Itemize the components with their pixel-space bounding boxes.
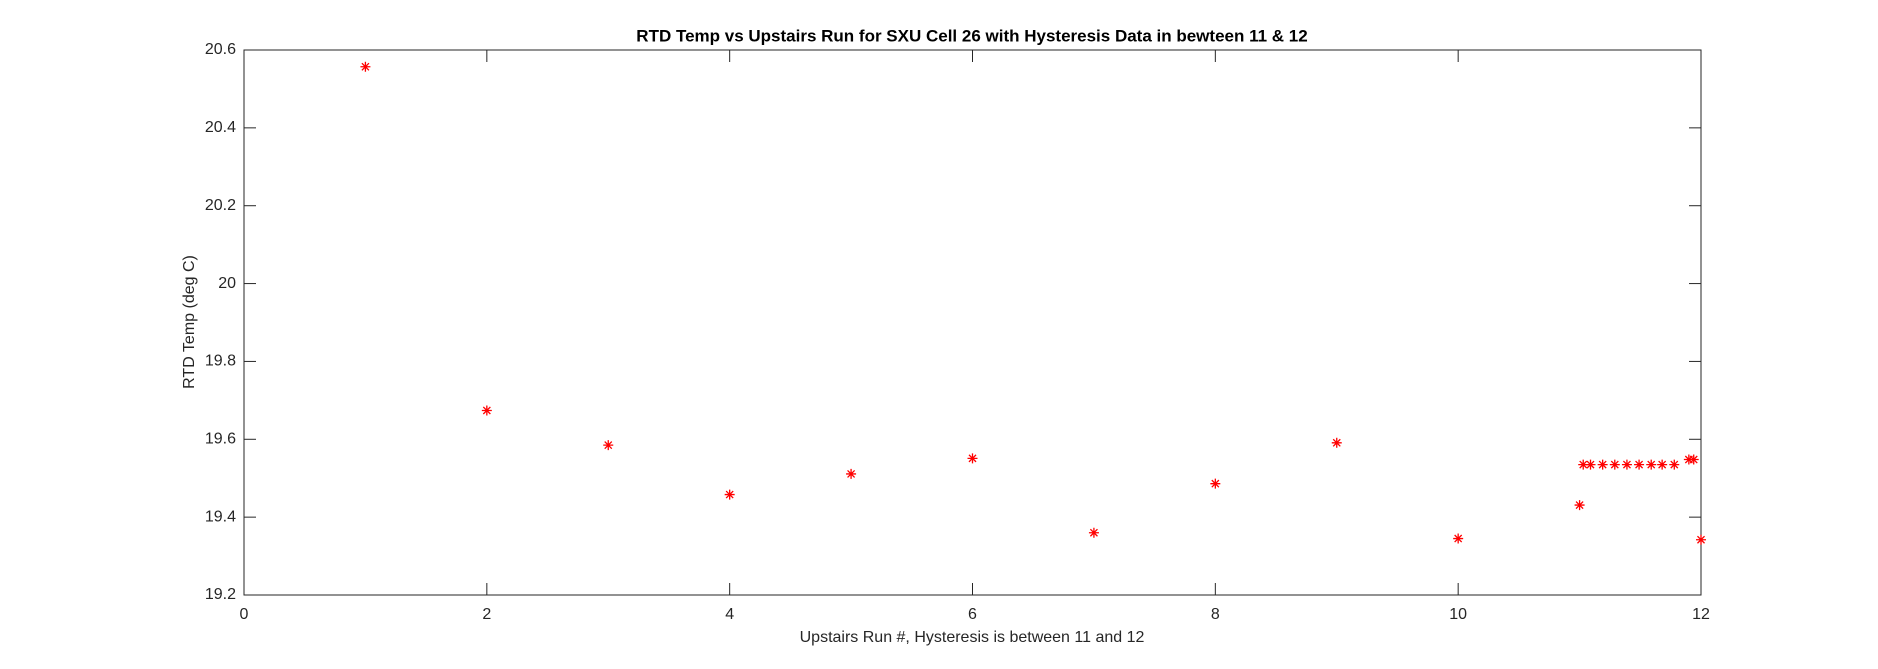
point xyxy=(1634,459,1645,470)
y-tick-label: 20.6 xyxy=(205,41,236,58)
point xyxy=(1621,459,1632,470)
point xyxy=(1088,527,1099,538)
y-tick-label: 19.6 xyxy=(205,431,236,448)
point xyxy=(1609,459,1620,470)
point xyxy=(1453,533,1464,544)
y-tick-label: 20 xyxy=(218,275,236,292)
point xyxy=(360,61,371,72)
plot-frame xyxy=(243,49,1702,596)
y-tick-label: 20.2 xyxy=(205,197,236,214)
y-tick-label: 20.4 xyxy=(205,119,236,136)
y-tick-label: 19.4 xyxy=(205,508,236,525)
point xyxy=(1210,478,1221,489)
point xyxy=(1669,459,1680,470)
point xyxy=(846,468,857,479)
x-tick-label: 10 xyxy=(1449,606,1467,623)
y-axis-label: RTD Temp (deg C) xyxy=(181,255,198,389)
point xyxy=(603,440,614,451)
x-tick-label: 4 xyxy=(725,606,734,623)
point xyxy=(1696,534,1706,545)
point xyxy=(1657,459,1668,470)
point xyxy=(1688,454,1699,465)
point xyxy=(1597,459,1608,470)
point xyxy=(967,453,978,464)
y-tick-label: 19.2 xyxy=(205,586,236,603)
point xyxy=(1574,500,1585,511)
chart-title: RTD Temp vs Upstairs Run for SXU Cell 26… xyxy=(636,26,1307,45)
x-axis-label: Upstairs Run #, Hysteresis is between 11… xyxy=(800,629,1145,646)
x-tick-label: 0 xyxy=(240,606,249,623)
x-tick-label: 6 xyxy=(968,606,977,623)
x-tick-label: 8 xyxy=(1211,606,1220,623)
x-tick-label: 12 xyxy=(1692,606,1710,623)
point xyxy=(1585,459,1596,470)
point xyxy=(1331,437,1342,448)
point xyxy=(1578,459,1589,470)
y-tick-label: 19.8 xyxy=(205,353,236,370)
point xyxy=(724,489,735,500)
point xyxy=(481,405,492,416)
point xyxy=(1646,459,1657,470)
x-tick-label: 2 xyxy=(482,606,491,623)
